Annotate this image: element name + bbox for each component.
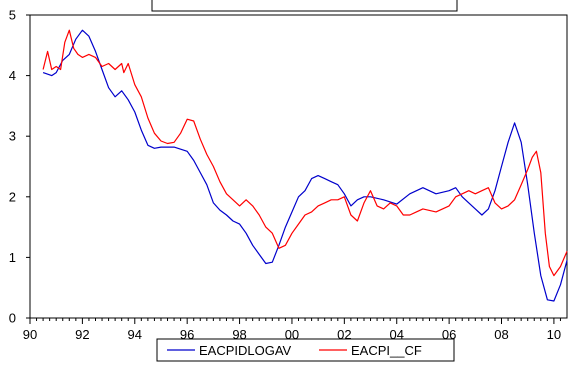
legend-label-eacpidlogav: EACPIDLOGAV	[199, 343, 292, 358]
series-layer	[42, 29, 568, 302]
x-tick-label: 04	[389, 327, 403, 342]
x-tick-label: 00	[285, 327, 299, 342]
x-tick-label: 96	[180, 327, 194, 342]
x-axis: 90 92 94 96 98 00 02 04 06 08 10	[23, 318, 561, 342]
y-tick-label: 1	[9, 250, 16, 265]
x-tick-label: 92	[75, 327, 89, 342]
legend-label-eacpi-cf: EACPI__CF	[351, 343, 422, 358]
x-tick-label: 98	[232, 327, 246, 342]
series-line-eacpidlogav	[42, 29, 568, 302]
y-tick-label: 3	[9, 129, 16, 144]
legend-box	[156, 338, 455, 362]
title-box	[151, 0, 458, 12]
x-tick-label: 08	[494, 327, 508, 342]
x-tick-label: 06	[442, 327, 456, 342]
y-tick-label: 5	[9, 8, 16, 23]
x-tick-label: 10	[547, 327, 561, 342]
x-tick-label: 02	[337, 327, 351, 342]
y-tick-label: 0	[9, 311, 16, 326]
y-tick-label: 2	[9, 189, 16, 204]
y-tick-label: 4	[9, 68, 16, 83]
series-line-eacpi-cf	[42, 29, 568, 277]
legend: EACPIDLOGAV EACPI__CF	[156, 338, 455, 362]
x-tick-label: 94	[128, 327, 142, 342]
x-tick-label: 90	[23, 327, 37, 342]
y-axis: 0 1 2 3 4 5	[9, 8, 30, 326]
